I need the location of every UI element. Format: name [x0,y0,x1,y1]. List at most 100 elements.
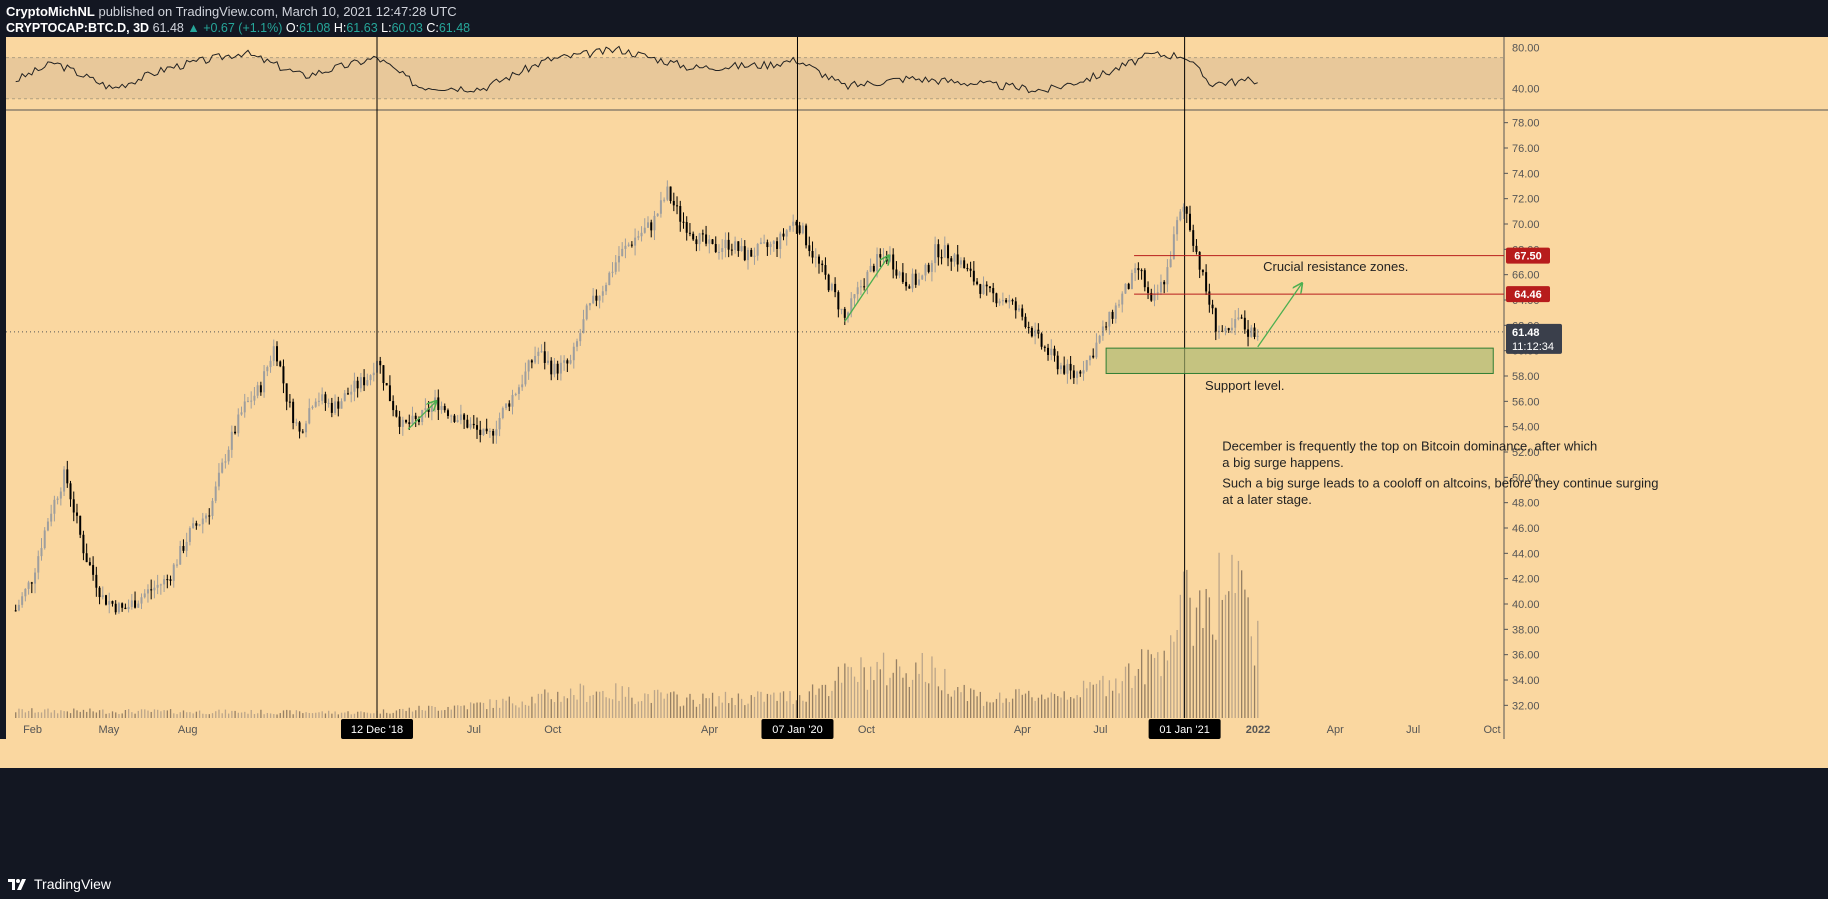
candle-body [1179,211,1182,221]
candle-body [669,186,672,201]
volume-bar [811,684,814,718]
volume-bar [1237,560,1240,718]
candle-body [1169,259,1172,268]
time-axis-background [0,739,1828,768]
candle-body [488,431,491,433]
candle-body [730,249,733,251]
volume-bar [486,709,488,718]
annotation-note-line2: a big surge happens. [1222,455,1343,470]
volume-bar [763,701,765,718]
volume-bar [1134,675,1136,718]
x-tick-label: 2022 [1246,724,1270,736]
volume-bar [398,709,401,718]
volume-bar [392,712,394,718]
candle-body [882,257,885,259]
candle-body [24,588,27,597]
volume-bar [837,666,840,718]
volume-bar [124,710,127,718]
volume-bar [437,710,440,718]
volume-bar [760,691,762,718]
volume-bar [134,713,136,718]
candle-body [1127,283,1130,289]
volume-bar [98,710,101,718]
candle-body [1185,206,1188,214]
candle-body [440,406,443,410]
volume-bar [1250,636,1252,718]
date-badge [341,719,414,739]
candle-body [653,215,656,231]
volume-bar [460,705,462,718]
candle-body [724,239,727,249]
volume-bar [402,708,404,718]
candle-body [1072,370,1075,378]
volume-bar [1182,571,1185,718]
author-name[interactable]: CryptoMichNL [6,4,95,19]
volume-bar [1047,697,1049,718]
candle-body [892,254,895,270]
volume-bar [163,710,165,718]
volume-bar [457,705,459,718]
rsi-line [15,45,1258,94]
current-price-label: 61.48 [1512,327,1540,339]
candle-body [830,283,833,291]
candle-body [321,394,324,401]
candle-body [1163,281,1166,285]
volume-bar [1060,697,1062,718]
resistance-price-label: 67.50 [1514,251,1542,263]
volume-bar [1202,628,1204,718]
volume-bar [89,708,91,718]
volume-bar [421,710,423,718]
volume-bar [1082,680,1085,718]
volume-bar [1011,698,1014,718]
candle-body [640,232,643,237]
resistance-price-label: 64.46 [1514,289,1542,301]
volume-bar [599,691,601,718]
volume-bar [395,710,398,718]
volume-bar [1173,641,1175,718]
volume-bar [473,703,475,718]
candle-body [979,284,982,294]
candle-body [1114,305,1117,319]
candle-body [1214,308,1217,332]
x-tick-label: Jul [1406,724,1420,736]
tradingview-logo[interactable]: TradingView [8,876,111,892]
volume-bar [34,712,36,718]
volume-bar [821,684,823,718]
candle-body [798,225,801,234]
candle-body [443,406,446,411]
volume-bar [1244,589,1246,718]
candle-body [127,606,130,610]
high-label: H: [333,21,347,35]
candle-body [182,546,185,551]
volume-bar [1115,678,1117,718]
candle-body [21,596,24,605]
candle-body [46,521,49,531]
candle-body [398,416,401,427]
volume-bar [1079,697,1082,718]
volume-bar [18,708,20,718]
volume-bar [1066,699,1069,718]
candle-body [37,556,40,573]
candle-body [1008,299,1011,303]
volume-bar [186,712,188,718]
volume-bar [699,704,701,718]
volume-bar [257,713,259,718]
candle-body [588,303,591,306]
volume-bar [263,714,265,718]
candle-body [1147,287,1150,293]
candle-body [1250,327,1253,337]
candle-body [337,401,340,409]
candle-body [117,603,120,613]
candle-body [346,393,349,395]
candle-body [514,393,517,396]
candle-body [353,380,356,392]
trend-arrow [1257,284,1302,348]
candle-body [185,541,188,551]
symbol-label[interactable]: CRYPTOCAP:BTC.D, 3D [6,21,150,35]
volume-bar [679,706,681,718]
annotation-note-line4: at a later stage. [1222,492,1312,507]
candle-body [853,294,856,299]
candle-body [643,227,646,233]
candle-body [234,431,237,434]
